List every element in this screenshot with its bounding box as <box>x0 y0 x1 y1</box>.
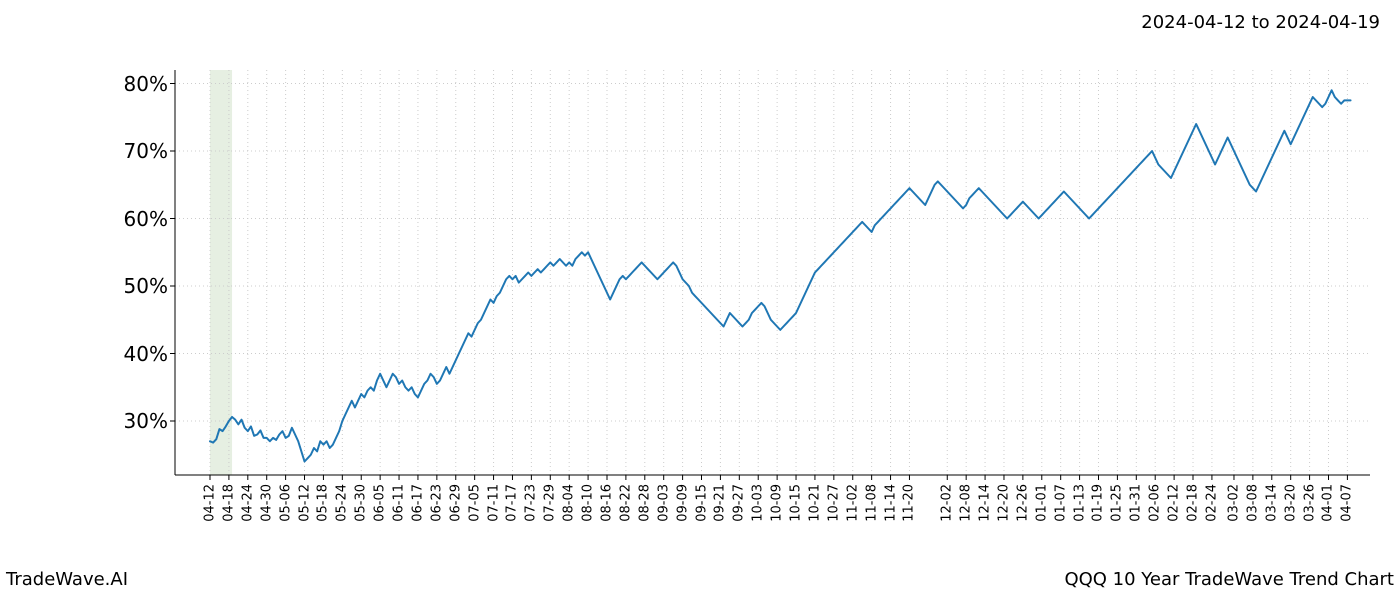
x-tick-label: 12-02 <box>940 484 955 522</box>
x-tick-label: 03-08 <box>1245 484 1260 522</box>
x-tick-label: 05-12 <box>297 484 312 522</box>
x-tick-label: 01-01 <box>1034 484 1049 522</box>
x-tick-label: 01-13 <box>1072 484 1087 522</box>
x-tick-label: 12-14 <box>978 484 993 522</box>
x-tick-label: 02-06 <box>1148 484 1163 522</box>
x-tick-label: 11-02 <box>845 484 860 522</box>
y-tick-label: 60% <box>124 207 168 231</box>
x-tick-label: 12-20 <box>996 484 1011 522</box>
footer-brand: TradeWave.AI <box>6 569 128 590</box>
x-tick-label: 03-02 <box>1226 484 1241 522</box>
footer-title: QQQ 10 Year TradeWave Trend Chart <box>1064 569 1394 590</box>
x-tick-label: 10-21 <box>807 484 822 522</box>
x-tick-label: 07-17 <box>505 484 520 522</box>
x-tick-label: 02-18 <box>1186 484 1201 522</box>
x-tick-label: 11-14 <box>883 484 898 522</box>
x-tick-label: 03-20 <box>1283 484 1298 522</box>
x-tick-label: 06-11 <box>392 484 407 522</box>
x-tick-label: 02-12 <box>1167 484 1182 522</box>
x-tick-label: 08-22 <box>618 484 633 522</box>
x-tick-label: 06-17 <box>410 484 425 522</box>
y-tick-label: 80% <box>124 72 168 96</box>
x-tick-label: 09-21 <box>713 484 728 522</box>
x-tick-label: 05-18 <box>316 484 331 522</box>
x-tick-label: 12-08 <box>959 484 974 522</box>
date-range-label: 2024-04-12 to 2024-04-19 <box>1141 12 1380 33</box>
x-tick-label: 10-09 <box>770 484 785 522</box>
x-tick-label: 08-16 <box>599 484 614 522</box>
x-tick-label: 07-11 <box>486 484 501 522</box>
x-tick-label: 06-29 <box>448 484 463 522</box>
x-tick-label: 08-10 <box>581 484 596 522</box>
x-tick-label: 07-05 <box>467 484 482 522</box>
x-tick-label: 04-18 <box>221 484 236 522</box>
x-tick-label: 10-15 <box>789 484 804 522</box>
x-tick-label: 05-24 <box>335 484 350 522</box>
x-tick-label: 11-20 <box>902 484 917 522</box>
x-tick-label: 06-23 <box>429 484 444 522</box>
x-tick-label: 10-03 <box>751 484 766 522</box>
x-tick-label: 01-07 <box>1053 484 1068 522</box>
x-tick-label: 03-26 <box>1302 484 1317 522</box>
x-tick-label: 01-31 <box>1129 484 1144 522</box>
x-tick-label: 10-27 <box>826 484 841 522</box>
x-tick-label: 09-09 <box>675 484 690 522</box>
x-tick-label: 11-08 <box>864 484 879 522</box>
x-tick-label: 05-06 <box>278 484 293 522</box>
chart-svg <box>175 70 1370 475</box>
x-tick-label: 04-07 <box>1340 484 1355 522</box>
x-tick-label: 05-30 <box>354 484 369 522</box>
y-tick-label: 30% <box>124 409 168 433</box>
chart-plot-area <box>175 70 1370 475</box>
x-tick-label: 07-29 <box>543 484 558 522</box>
x-tick-label: 03-14 <box>1264 484 1279 522</box>
x-tick-label: 04-24 <box>240 484 255 522</box>
y-tick-label: 40% <box>124 342 168 366</box>
x-tick-label: 04-01 <box>1321 484 1336 522</box>
x-tick-label: 01-19 <box>1091 484 1106 522</box>
series-line <box>210 90 1351 461</box>
x-tick-label: 04-30 <box>259 484 274 522</box>
x-tick-label: 04-12 <box>203 484 218 522</box>
x-tick-label: 12-26 <box>1015 484 1030 522</box>
x-tick-label: 08-04 <box>562 484 577 522</box>
y-tick-label: 50% <box>124 274 168 298</box>
y-tick-label: 70% <box>124 139 168 163</box>
x-tick-label: 01-25 <box>1110 484 1125 522</box>
x-tick-label: 08-28 <box>637 484 652 522</box>
chart-container: { "header": { "date_range": "2024-04-12 … <box>0 0 1400 600</box>
x-tick-label: 06-05 <box>373 484 388 522</box>
x-tick-label: 09-27 <box>732 484 747 522</box>
x-tick-label: 09-15 <box>694 484 709 522</box>
x-tick-label: 07-23 <box>524 484 539 522</box>
x-tick-label: 09-03 <box>656 484 671 522</box>
x-tick-label: 02-24 <box>1204 484 1219 522</box>
